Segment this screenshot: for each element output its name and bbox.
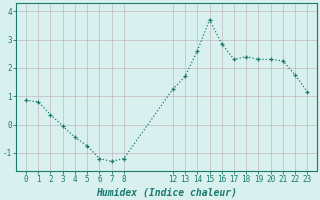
X-axis label: Humidex (Indice chaleur): Humidex (Indice chaleur) [96, 187, 237, 197]
